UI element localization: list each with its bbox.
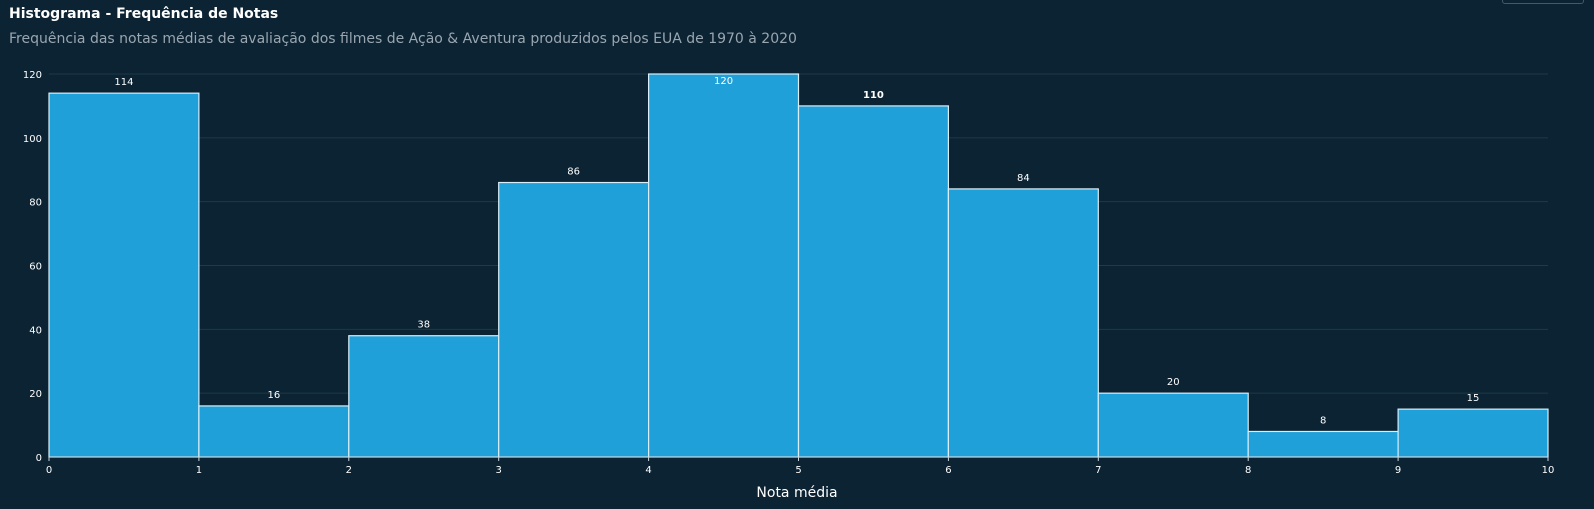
y-tick-label: 100 — [23, 134, 42, 145]
histogram-bar[interactable] — [647, 73, 800, 458]
data-label: 16 — [267, 390, 280, 401]
data-label: 120 — [714, 76, 733, 87]
x-axis-label: Nota média — [756, 485, 837, 501]
histogram-bar[interactable] — [797, 105, 949, 458]
corner-tab[interactable] — [1502, 0, 1584, 4]
bars — [48, 73, 1549, 458]
x-tick-label: 7 — [1095, 465, 1101, 476]
x-tick-label: 6 — [945, 465, 951, 476]
x-tick-label: 9 — [1395, 465, 1401, 476]
data-label: 110 — [863, 90, 884, 101]
data-label: 84 — [1017, 173, 1030, 184]
data-label: 38 — [417, 320, 430, 331]
y-tick-label: 60 — [29, 262, 42, 273]
histogram-bar[interactable] — [48, 92, 200, 458]
data-label: 15 — [1467, 393, 1480, 404]
y-tick-label: 40 — [29, 325, 42, 336]
x-tick-label: 4 — [645, 465, 651, 476]
histogram-bar[interactable] — [947, 188, 1099, 458]
x-tick-label: 5 — [795, 465, 801, 476]
data-labels: 114 16 38 86 120 110 84 20 8 15 — [114, 76, 1479, 426]
data-label: 8 — [1320, 415, 1326, 426]
x-tick-label: 2 — [346, 465, 352, 476]
chart-subtitle: Frequência das notas médias de avaliação… — [9, 31, 797, 47]
y-tick-label: 80 — [29, 198, 42, 209]
x-tick-label: 0 — [46, 465, 52, 476]
data-label: 114 — [114, 77, 133, 88]
y-tick-label: 0 — [36, 453, 42, 464]
x-tick-label: 8 — [1245, 465, 1251, 476]
histogram-bar[interactable] — [1397, 408, 1549, 458]
x-tick-label: 3 — [496, 465, 502, 476]
x-tick-label: 1 — [196, 465, 202, 476]
data-label: 20 — [1167, 377, 1180, 388]
y-axis: 0 20 40 60 80 100 120 — [23, 70, 42, 464]
histogram-bar[interactable] — [1097, 392, 1249, 458]
histogram-bar[interactable] — [348, 335, 500, 458]
y-tick-label: 20 — [29, 389, 42, 400]
histogram-bar[interactable] — [198, 405, 350, 458]
x-axis: 0 1 2 3 4 5 6 7 8 9 10 — [46, 456, 1555, 476]
x-tick-label: 10 — [1542, 465, 1555, 476]
chart-title: Histograma - Frequência de Notas — [9, 6, 279, 22]
y-tick-label: 120 — [23, 70, 42, 81]
histogram-bar[interactable] — [1247, 430, 1399, 458]
histogram-bar[interactable] — [498, 181, 650, 458]
data-label: 86 — [567, 167, 580, 178]
